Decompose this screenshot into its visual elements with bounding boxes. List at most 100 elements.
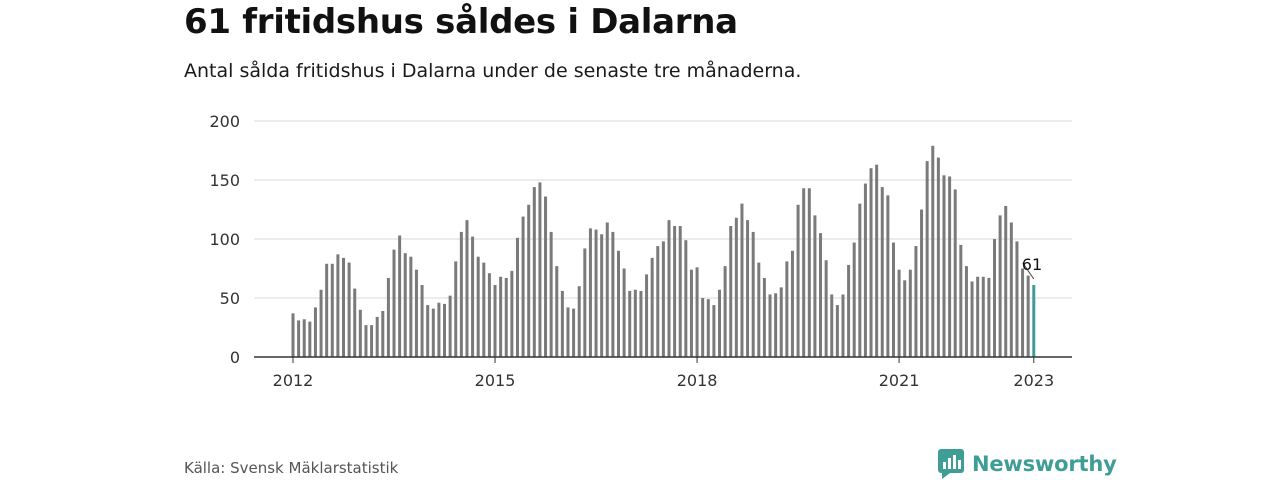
bar [908, 269, 912, 357]
bar [616, 250, 620, 357]
bar [869, 168, 873, 357]
bar [734, 217, 738, 357]
annotation: 61 [1022, 255, 1042, 280]
bar [948, 176, 952, 357]
bar [936, 157, 940, 357]
bar [448, 295, 452, 357]
y-tick-label: 50 [220, 289, 240, 308]
bar [342, 257, 346, 357]
x-tick-label: 2021 [879, 371, 920, 390]
bar [330, 263, 334, 357]
bar [459, 231, 463, 357]
x-axis-tick-labels: 2012 2015 2018 2021 2023 [273, 371, 1055, 390]
bar-highlighted [1032, 285, 1036, 357]
bar [976, 276, 980, 357]
bar [706, 299, 710, 357]
bar [875, 164, 879, 357]
bar [398, 235, 402, 357]
newsworthy-logo-icon [938, 449, 964, 479]
bar [515, 237, 519, 357]
bar [785, 261, 789, 357]
bar [835, 305, 839, 357]
bar [572, 308, 576, 357]
bar [645, 274, 649, 357]
bar [611, 231, 615, 357]
bar [858, 203, 862, 357]
bar [746, 220, 750, 357]
bar [998, 215, 1002, 357]
bar [302, 319, 306, 357]
bar [353, 288, 357, 357]
bar [914, 246, 918, 357]
bar [897, 269, 901, 357]
y-tick-label: 150 [209, 171, 240, 190]
bar [942, 175, 946, 357]
bar [852, 242, 856, 357]
bar [667, 220, 671, 357]
bar [981, 276, 985, 357]
bar [499, 276, 503, 357]
bar [482, 262, 486, 357]
bar [819, 233, 823, 357]
bar [830, 294, 834, 357]
bar [1021, 268, 1025, 357]
bar [712, 305, 716, 357]
bar [510, 270, 514, 357]
y-tick-label: 0 [230, 348, 240, 367]
bar [471, 236, 475, 357]
bar [454, 261, 458, 357]
bar [386, 277, 390, 357]
bar [993, 239, 996, 357]
bar [577, 286, 581, 357]
source-note: Källa: Svensk Mäklarstatistik [184, 459, 399, 477]
bar [392, 249, 396, 357]
bar [527, 204, 531, 357]
bar [959, 244, 963, 357]
bar [420, 285, 424, 357]
bar [583, 248, 587, 357]
bar [325, 263, 329, 357]
bar [605, 222, 609, 357]
bar [308, 321, 312, 357]
bar [319, 289, 323, 357]
bar [426, 305, 430, 357]
bar [375, 316, 379, 357]
bar [970, 281, 974, 357]
y-axis-tick-labels: 0 50 100 150 200 [209, 112, 240, 367]
bar [628, 290, 632, 357]
x-axis [254, 356, 1072, 363]
bar [796, 204, 800, 357]
bar [695, 267, 699, 357]
bar [465, 220, 469, 357]
bar [358, 309, 362, 357]
chart-title: 61 fritidshus såldes i Dalarna [184, 2, 738, 42]
bar [549, 231, 553, 357]
bar [443, 303, 447, 357]
bar [863, 183, 867, 357]
bar [414, 269, 418, 357]
bar [650, 257, 654, 357]
bar [689, 269, 693, 357]
bar [431, 308, 435, 357]
bar [291, 313, 295, 357]
bar [487, 273, 491, 357]
bar [560, 290, 564, 357]
bar [925, 161, 929, 357]
bar [718, 289, 722, 357]
bar [521, 216, 525, 357]
bar [1004, 205, 1008, 357]
bar [313, 307, 317, 357]
bars [291, 145, 1036, 357]
bar [678, 226, 682, 357]
bar [504, 277, 508, 357]
bar [656, 246, 660, 357]
x-tick-label: 2012 [273, 371, 314, 390]
bar [740, 203, 744, 357]
annotation-label: 61 [1022, 255, 1042, 274]
annotation-leader-line [1022, 262, 1035, 280]
bar [437, 302, 441, 357]
bar [297, 320, 301, 357]
bar [409, 256, 413, 357]
bar [880, 187, 884, 357]
chart-subtitle: Antal sålda fritidshus i Dalarna under d… [184, 60, 802, 82]
